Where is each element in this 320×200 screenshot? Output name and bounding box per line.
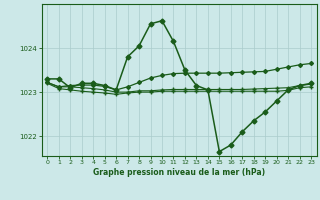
X-axis label: Graphe pression niveau de la mer (hPa): Graphe pression niveau de la mer (hPa) xyxy=(93,168,265,177)
